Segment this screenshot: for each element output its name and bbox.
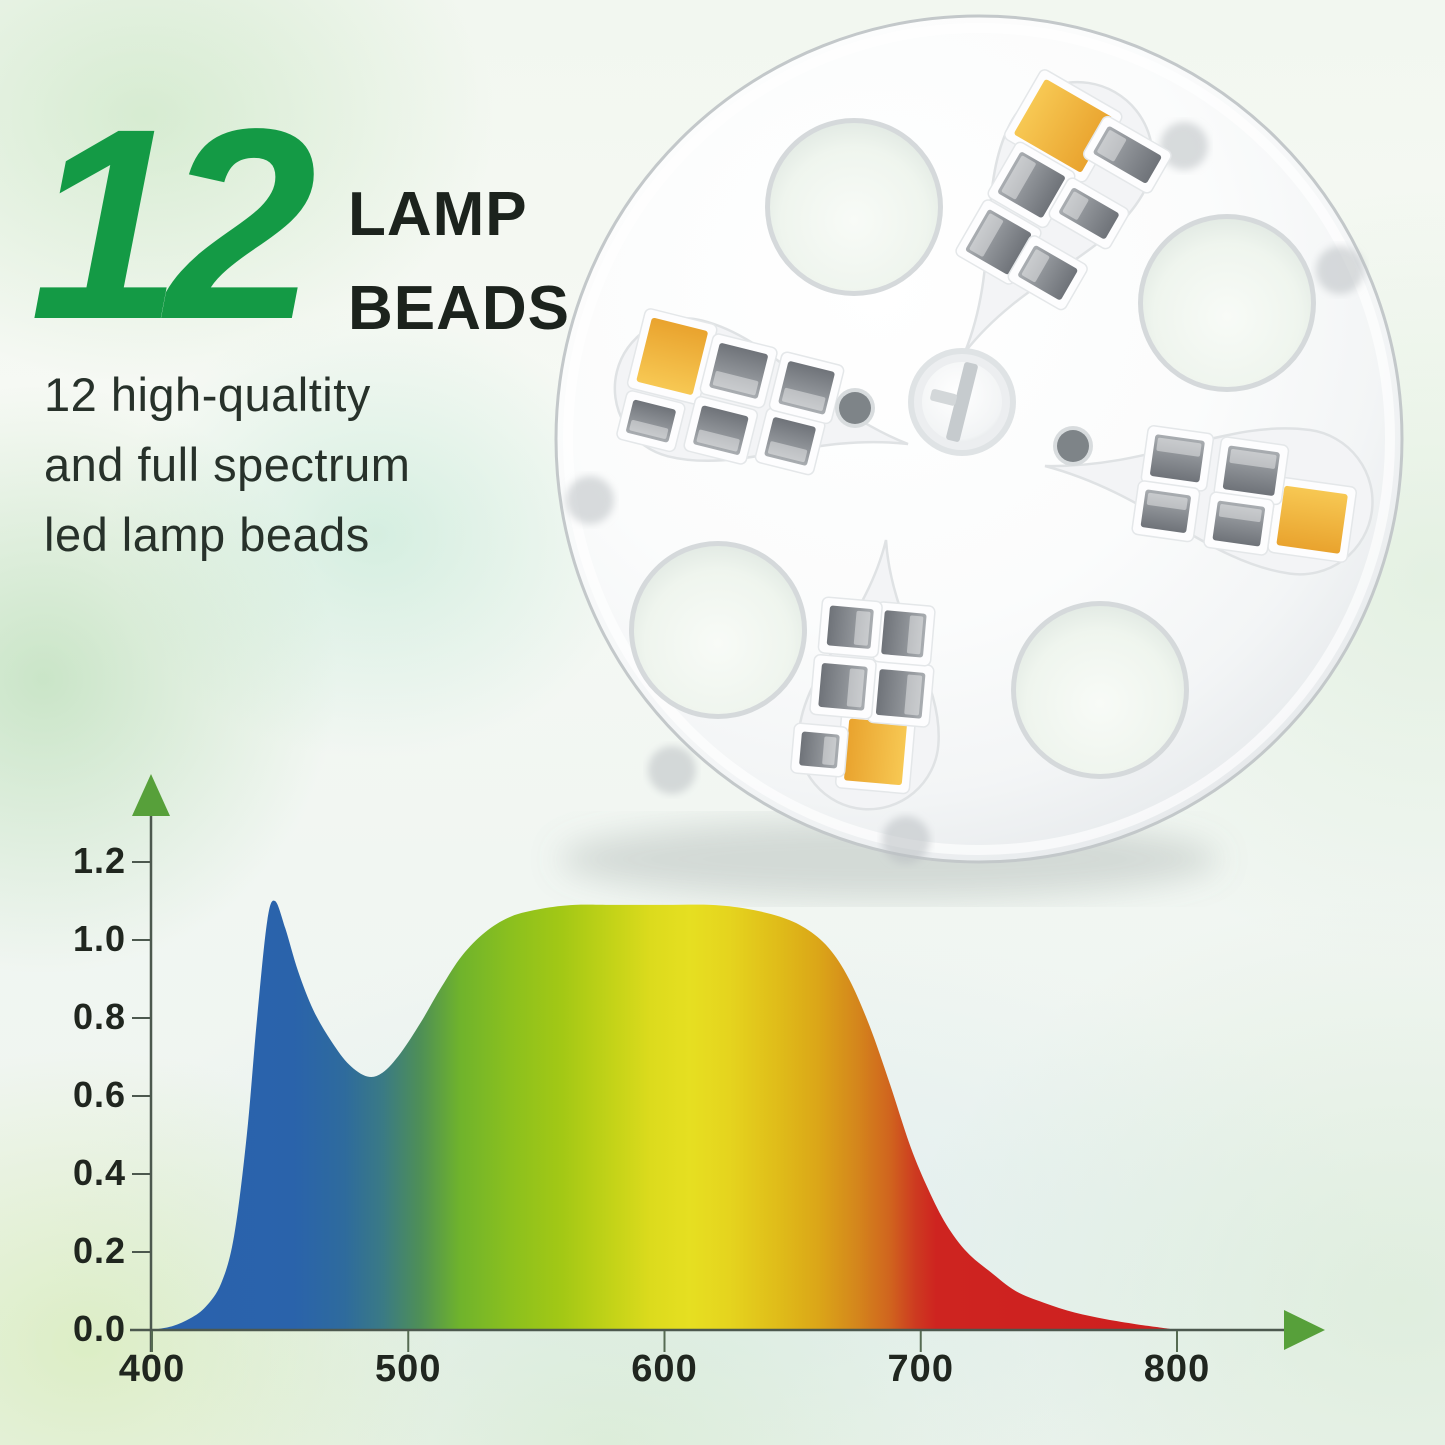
- mounting-hole: [770, 123, 938, 291]
- x-tick-label: 600: [631, 1348, 698, 1390]
- led-lamp-board: [554, 14, 1404, 899]
- cool-led-bead: [1222, 445, 1280, 496]
- y-tick-label: 1.0: [72, 918, 126, 959]
- rim-depression: [1316, 246, 1364, 294]
- x-tick-label: 700: [887, 1348, 954, 1390]
- cool-led-bead: [965, 209, 1032, 275]
- screw-slot: [946, 362, 978, 442]
- y-tick-label: 1.2: [72, 840, 126, 881]
- led-petal-recess: [955, 69, 1172, 353]
- cool-led-bead: [818, 663, 868, 711]
- cool-led-bead: [1093, 126, 1162, 184]
- headline-title: LAMP BEADS: [348, 168, 570, 356]
- rim-depression: [1160, 122, 1208, 170]
- headline-word-beads: BEADS: [348, 274, 571, 343]
- rim-depression: [882, 816, 930, 864]
- spectrum-area: [152, 900, 1177, 1330]
- cool-led-bead: [1018, 245, 1078, 300]
- subtitle-line-2: and full spectrum: [44, 438, 411, 491]
- y-tick-label: 0.2: [72, 1230, 126, 1271]
- subtitle-line-3: led lamp beads: [44, 508, 370, 561]
- cool-led-bead: [1059, 187, 1119, 239]
- headline-word-lamp: LAMP: [348, 180, 528, 249]
- cool-led-bead: [1212, 500, 1266, 547]
- cool-led-bead: [1140, 489, 1191, 533]
- x-tick-label: 800: [1143, 1348, 1211, 1390]
- cool-led-bead: [693, 405, 749, 455]
- center-screw: [908, 348, 1016, 456]
- y-axis-arrow-icon: [132, 774, 170, 816]
- cool-led-bead: [626, 399, 676, 443]
- cool-led-bead: [875, 669, 926, 719]
- mounting-hole: [634, 546, 802, 714]
- x-tick-label: 500: [375, 1348, 442, 1390]
- cool-led-bead: [998, 152, 1065, 218]
- pin-hole: [839, 392, 871, 424]
- led-petal-recess: [1044, 425, 1374, 576]
- cool-led-bead: [709, 343, 768, 399]
- led-petal-recess: [613, 308, 909, 476]
- subtitle-line-1: 12 high-qualtity: [44, 368, 371, 421]
- x-tick-label: 400: [118, 1348, 186, 1390]
- cool-led-bead: [1150, 434, 1205, 483]
- cool-led-bead: [881, 610, 927, 658]
- y-tick-label: 0.6: [72, 1074, 126, 1115]
- pin-hole: [1057, 430, 1089, 462]
- x-axis-arrow-icon: [1284, 1310, 1325, 1350]
- y-tick-label: 0.0: [72, 1308, 126, 1349]
- spectrum-chart: [130, 774, 1325, 1352]
- cool-led-bead: [764, 417, 816, 466]
- cool-led-bead: [778, 361, 835, 415]
- y-tick-label: 0.8: [72, 996, 126, 1037]
- mounting-hole: [1143, 219, 1311, 387]
- cool-led-bead: [826, 605, 874, 649]
- warm-led-bead: [844, 718, 907, 786]
- warm-led-bead: [1276, 485, 1348, 554]
- rim-depression: [566, 476, 614, 524]
- cool-led-bead: [799, 731, 840, 769]
- y-tick-label: 0.4: [72, 1152, 126, 1193]
- headline-subtitle: 12 high-qualtity and full spectrum led l…: [44, 360, 410, 570]
- warm-led-bead: [636, 317, 708, 395]
- mounting-hole: [1016, 606, 1184, 774]
- led-petal-recess: [790, 539, 940, 811]
- headline-number: 12: [30, 72, 317, 376]
- rim-depression: [648, 746, 696, 794]
